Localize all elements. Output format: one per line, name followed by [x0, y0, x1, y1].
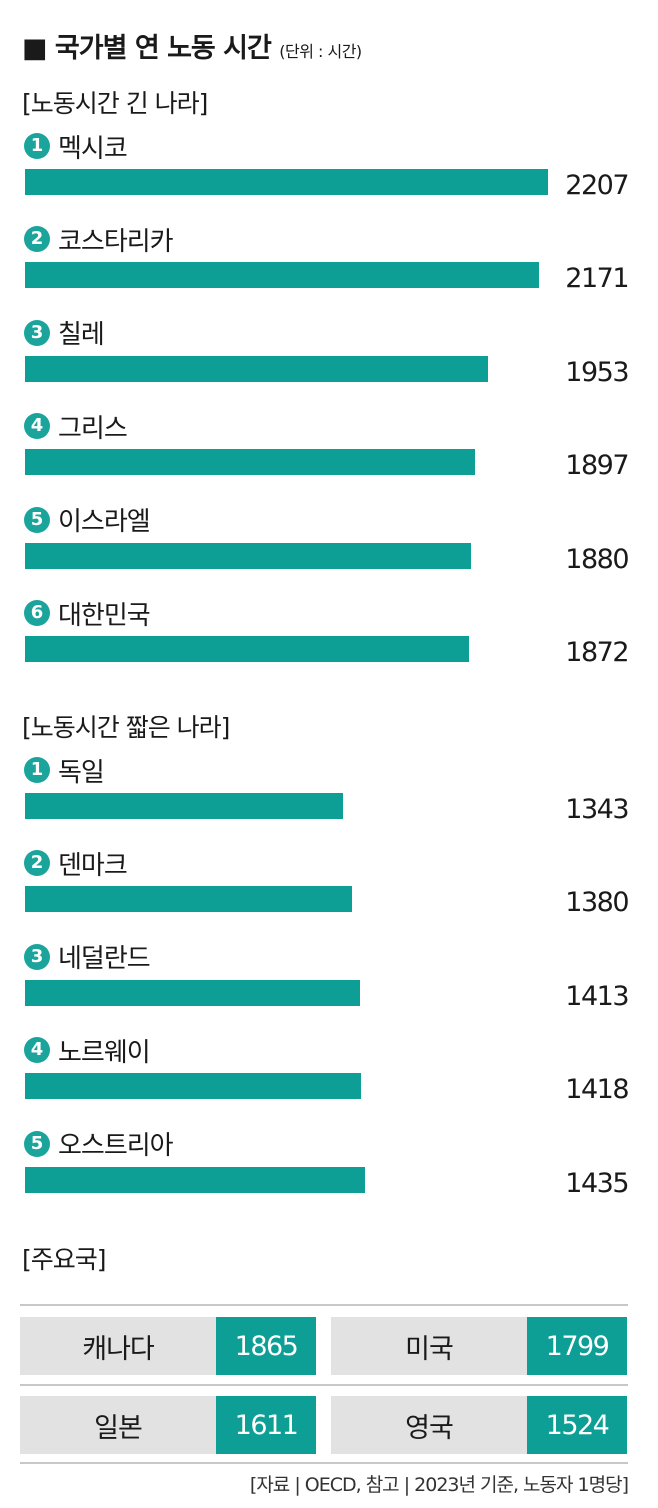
country-name: 노르웨이 — [58, 1037, 151, 1068]
country-name: 독일 — [58, 757, 105, 788]
bar-label: 1 독일 — [24, 754, 105, 788]
bar-label: 4 노르웨이 — [24, 1034, 151, 1068]
rank-badge: 2 — [24, 226, 50, 253]
bar-label: 6 대한민국 — [24, 597, 151, 631]
bar — [25, 542, 471, 569]
table-top-rule — [20, 1304, 628, 1306]
table-country-cell: 미국 — [331, 1317, 527, 1375]
bar-value: 1380 — [565, 887, 629, 919]
bar — [25, 979, 360, 1006]
bar-value: 2171 — [565, 263, 629, 295]
unit-label: (단위 : 시간) — [279, 42, 362, 61]
bar-value: 2207 — [565, 170, 629, 201]
bar — [25, 169, 548, 195]
bar — [25, 793, 343, 819]
table-heading: [주요국] — [22, 1245, 107, 1274]
title-text: 국가별 연 노동 시간 — [54, 33, 272, 64]
bar — [25, 1073, 361, 1100]
bar — [25, 636, 469, 662]
bar-value: 1872 — [565, 637, 629, 668]
table-mid-rule — [20, 1384, 628, 1386]
bar-value: 1880 — [565, 543, 629, 575]
table-value-cell: 1799 — [527, 1317, 627, 1375]
country-name: 이스라엘 — [58, 507, 151, 538]
bar — [25, 262, 539, 289]
bar-value: 1897 — [565, 450, 629, 482]
country-name: 덴마크 — [58, 850, 128, 881]
rank-badge: 4 — [24, 413, 50, 440]
rank-badge: 2 — [24, 850, 50, 877]
rank-badge: 4 — [24, 1037, 50, 1064]
table-country-cell: 영국 — [331, 1396, 527, 1454]
bar — [25, 886, 352, 913]
country-name: 대한민국 — [58, 600, 151, 631]
bar-label: 4 그리스 — [24, 410, 128, 444]
bar-value: 1953 — [565, 356, 629, 388]
bar-label: 5 오스트리아 — [24, 1128, 174, 1162]
country-name: 칠레 — [58, 320, 105, 351]
bar — [25, 449, 475, 476]
source-note: [자료 | OECD, 참고 | 2023년 기준, 노동자 1명당] — [249, 1474, 629, 1496]
bar-label: 3 칠레 — [24, 317, 105, 351]
country-name: 오스트리아 — [58, 1131, 174, 1162]
bar-label: 2 코스타리카 — [24, 223, 174, 257]
table-country-cell: 일본 — [20, 1396, 216, 1454]
country-name: 그리스 — [58, 413, 128, 444]
table-value-cell: 1865 — [216, 1317, 316, 1375]
bar-value: 1413 — [565, 980, 629, 1012]
bar-label: 5 이스라엘 — [24, 504, 151, 538]
rank-badge: 1 — [24, 133, 50, 159]
table-value-cell: 1611 — [216, 1396, 316, 1454]
bar-label: 2 덴마크 — [24, 847, 128, 881]
bar-value: 1435 — [565, 1167, 629, 1199]
section-heading: [노동시간 짧은 나라] — [22, 713, 230, 742]
country-name: 멕시코 — [58, 133, 128, 164]
country-name: 네덜란드 — [58, 944, 151, 975]
rank-badge: 5 — [24, 1130, 50, 1157]
bar-value: 1418 — [565, 1074, 629, 1106]
rank-badge: 3 — [24, 319, 50, 346]
rank-badge: 5 — [24, 506, 50, 533]
bar — [25, 355, 488, 382]
bar-label: 1 멕시코 — [24, 130, 128, 164]
rank-badge: 1 — [24, 757, 50, 783]
table-country-cell: 캐나다 — [20, 1317, 216, 1375]
table-bottom-rule — [20, 1462, 628, 1464]
rank-badge: 3 — [24, 943, 50, 970]
bar — [25, 1166, 365, 1193]
section-heading: [노동시간 긴 나라] — [22, 89, 208, 118]
chart-title: ■ 국가별 연 노동 시간 (단위 : 시간) — [22, 26, 362, 65]
bar-value: 1343 — [565, 794, 629, 825]
rank-badge: 6 — [24, 600, 50, 626]
bar-label: 3 네덜란드 — [24, 941, 151, 975]
title-bullet: ■ — [22, 33, 55, 64]
country-name: 코스타리카 — [58, 226, 174, 257]
table-value-cell: 1524 — [527, 1396, 627, 1454]
